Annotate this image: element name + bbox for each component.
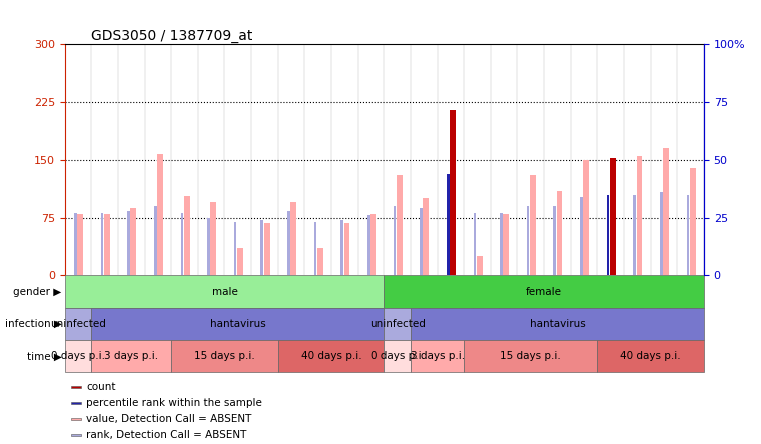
Text: female: female	[526, 287, 562, 297]
Bar	[157, 154, 163, 275]
Bar	[71, 402, 81, 404]
Bar	[100, 213, 103, 275]
Bar	[290, 202, 296, 275]
Text: 15 days p.i.: 15 days p.i.	[194, 351, 255, 361]
Text: 40 days p.i.: 40 days p.i.	[620, 351, 681, 361]
Bar	[260, 220, 263, 275]
Bar	[263, 223, 269, 275]
Bar	[686, 194, 689, 275]
Bar	[689, 168, 696, 275]
Text: infection ▶: infection ▶	[5, 319, 62, 329]
Bar	[473, 213, 476, 275]
Bar	[317, 249, 323, 275]
Bar	[237, 249, 243, 275]
Bar	[580, 197, 583, 275]
Bar	[154, 206, 157, 275]
Bar	[340, 220, 343, 275]
Bar	[553, 206, 556, 275]
Bar	[370, 214, 376, 275]
Bar	[127, 211, 130, 275]
Text: uninfected: uninfected	[50, 319, 106, 329]
Bar	[180, 213, 183, 275]
Bar	[530, 175, 536, 275]
Bar	[476, 256, 482, 275]
Text: hantavirus: hantavirus	[210, 319, 266, 329]
Bar	[660, 192, 663, 275]
Bar	[607, 194, 610, 275]
Bar	[411, 308, 704, 340]
Bar	[396, 175, 403, 275]
Text: GDS3050 / 1387709_at: GDS3050 / 1387709_at	[91, 29, 253, 43]
Bar	[411, 340, 464, 373]
Text: count: count	[86, 382, 116, 392]
Bar	[384, 275, 704, 308]
Bar	[287, 211, 290, 275]
Bar	[65, 308, 91, 340]
Bar	[500, 213, 503, 275]
Text: gender ▶: gender ▶	[13, 287, 62, 297]
Bar	[103, 214, 110, 275]
Text: male: male	[212, 287, 237, 297]
Bar	[183, 196, 189, 275]
Bar	[314, 222, 317, 275]
Bar	[130, 208, 136, 275]
Bar	[633, 194, 636, 275]
Text: 0 days p.i.: 0 days p.i.	[371, 351, 425, 361]
Bar	[610, 159, 616, 275]
Bar	[91, 308, 384, 340]
Bar	[91, 340, 171, 373]
Bar	[663, 148, 669, 275]
Bar	[583, 160, 589, 275]
Text: time ▶: time ▶	[27, 351, 62, 361]
Bar	[367, 215, 370, 275]
Bar	[393, 206, 396, 275]
Bar	[597, 340, 704, 373]
Bar	[450, 110, 456, 275]
Bar	[343, 223, 349, 275]
Bar	[636, 156, 642, 275]
Bar	[71, 434, 81, 436]
Bar	[384, 308, 411, 340]
Bar	[210, 202, 216, 275]
Bar	[234, 222, 237, 275]
Bar	[384, 340, 411, 373]
Bar	[556, 191, 562, 275]
Bar	[527, 206, 530, 275]
Bar	[65, 275, 384, 308]
Text: percentile rank within the sample: percentile rank within the sample	[86, 398, 262, 408]
Bar	[71, 386, 81, 388]
Bar	[74, 213, 77, 275]
Bar	[420, 208, 423, 275]
Text: rank, Detection Call = ABSENT: rank, Detection Call = ABSENT	[86, 430, 247, 440]
Bar	[71, 418, 81, 420]
Text: 3 days p.i.: 3 days p.i.	[410, 351, 465, 361]
Bar	[77, 214, 83, 275]
Bar	[278, 340, 384, 373]
Text: hantavirus: hantavirus	[530, 319, 585, 329]
Bar	[207, 218, 210, 275]
Bar	[464, 340, 597, 373]
Text: 3 days p.i.: 3 days p.i.	[104, 351, 158, 361]
Bar	[503, 214, 509, 275]
Bar	[447, 174, 450, 275]
Bar	[171, 340, 278, 373]
Text: 15 days p.i.: 15 days p.i.	[501, 351, 561, 361]
Text: value, Detection Call = ABSENT: value, Detection Call = ABSENT	[86, 414, 252, 424]
Text: uninfected: uninfected	[370, 319, 425, 329]
Bar	[423, 198, 429, 275]
Text: 40 days p.i.: 40 days p.i.	[301, 351, 361, 361]
Text: 0 days p.i.: 0 days p.i.	[51, 351, 105, 361]
Bar	[65, 340, 91, 373]
